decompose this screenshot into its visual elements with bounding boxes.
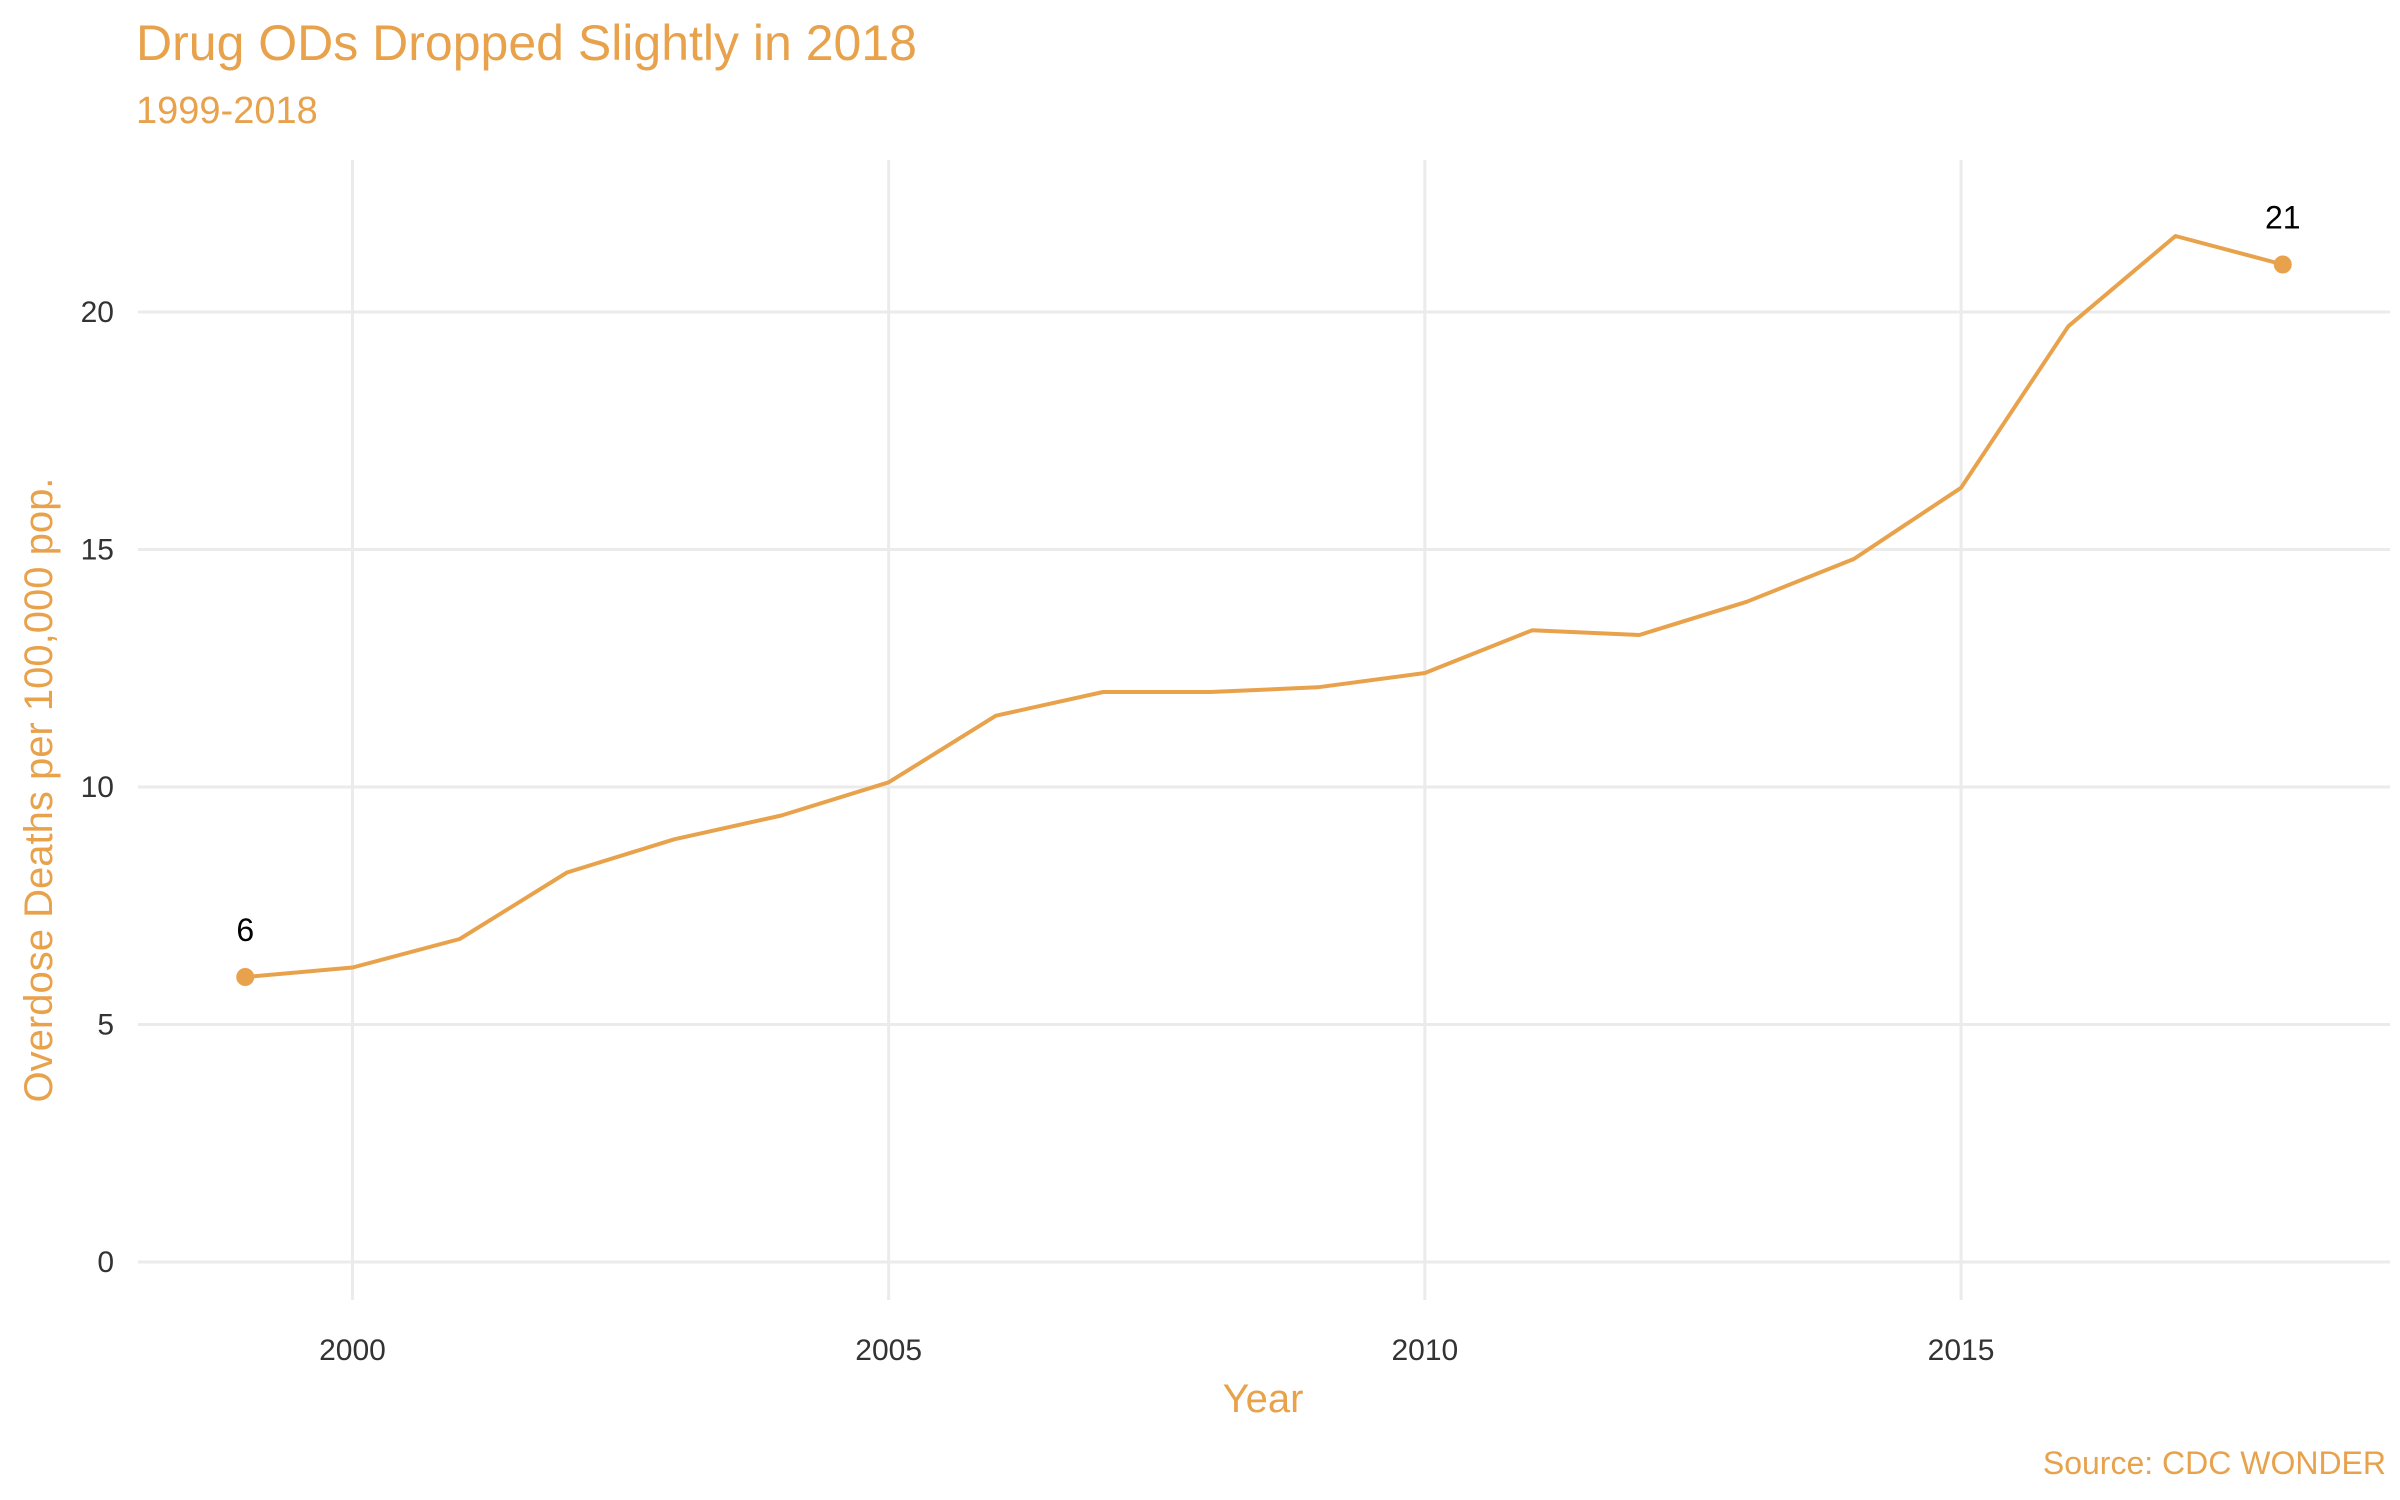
y-tick-label: 10 bbox=[81, 771, 114, 804]
x-tick-label: 2005 bbox=[855, 1334, 922, 1367]
points-layer: 6 21 bbox=[236, 200, 2301, 986]
data-point bbox=[2273, 255, 2292, 274]
y-axis-title: Overdose Deaths per 100,000 pop. bbox=[17, 478, 61, 1103]
grid bbox=[138, 160, 2390, 1300]
data-label: 21 bbox=[2265, 200, 2301, 236]
y-tick-label: 5 bbox=[97, 1009, 114, 1042]
data-label: 6 bbox=[236, 912, 254, 948]
chart-title: Drug ODs Dropped Slightly in 2018 bbox=[136, 15, 917, 71]
y-tick-label: 15 bbox=[81, 534, 114, 567]
x-tick-label: 2010 bbox=[1391, 1334, 1458, 1367]
x-tick-label: 2000 bbox=[319, 1334, 386, 1367]
ticks-layer: 2000 2005 2010 2015 0 5 10 15 20 bbox=[81, 296, 1995, 1367]
series-layer bbox=[245, 234, 2284, 979]
x-axis-title: Year bbox=[1223, 1377, 1304, 1421]
x-tick-label: 2015 bbox=[1928, 1334, 1995, 1367]
series-line bbox=[245, 234, 2284, 979]
chart-subtitle: 1999-2018 bbox=[136, 90, 318, 132]
y-tick-label: 20 bbox=[81, 296, 114, 329]
y-tick-label: 0 bbox=[97, 1246, 114, 1279]
source-caption: Source: CDC WONDER bbox=[2042, 1445, 2386, 1481]
data-point bbox=[236, 968, 255, 986]
